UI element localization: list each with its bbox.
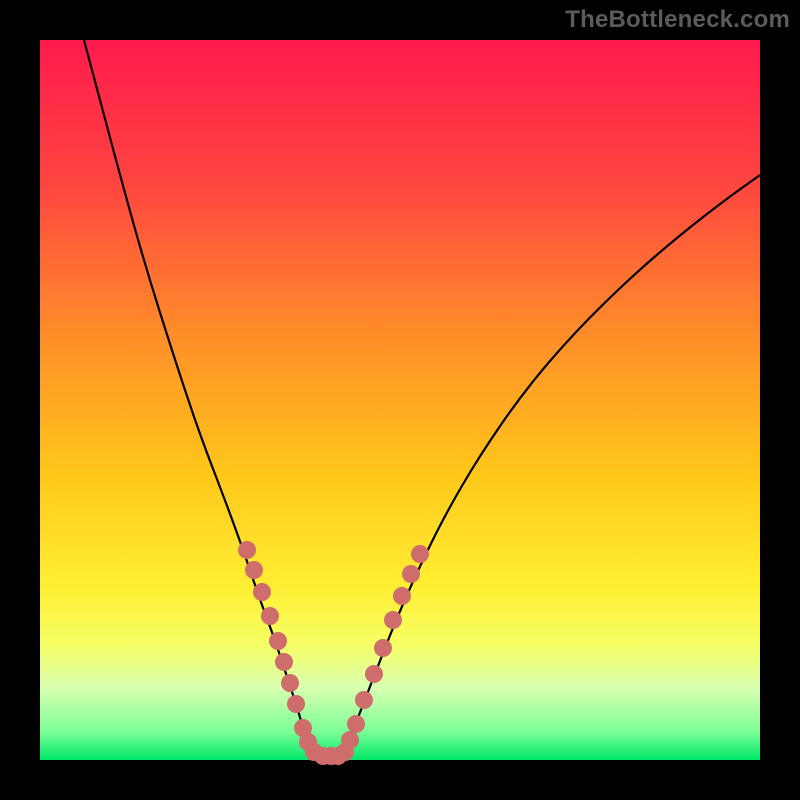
data-marker [287, 695, 305, 713]
data-marker [341, 731, 359, 749]
v-curve [40, 40, 760, 760]
data-marker [261, 607, 279, 625]
watermark-text: TheBottleneck.com [565, 6, 790, 34]
chart-canvas: TheBottleneck.com [0, 0, 800, 800]
curve-left [84, 40, 318, 756]
data-marker [393, 587, 411, 605]
data-marker [253, 583, 271, 601]
plot-area [40, 40, 760, 760]
data-marker [347, 715, 365, 733]
data-marker [374, 639, 392, 657]
data-marker [238, 541, 256, 559]
data-marker [355, 691, 373, 709]
data-marker [269, 632, 287, 650]
curve-right [340, 175, 760, 756]
data-marker [411, 545, 429, 563]
data-marker [384, 611, 402, 629]
data-marker [402, 565, 420, 583]
data-marker [281, 674, 299, 692]
data-marker [275, 653, 293, 671]
data-marker [245, 561, 263, 579]
data-marker [365, 665, 383, 683]
